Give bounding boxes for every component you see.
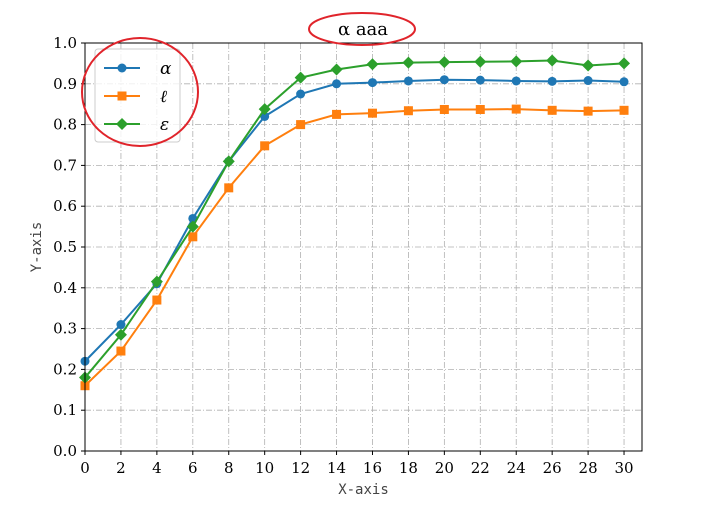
y-tick-label: 1.0 [53, 34, 77, 52]
data-point [367, 108, 377, 118]
data-point [511, 104, 521, 114]
legend-label: ε [160, 115, 169, 135]
data-point [510, 55, 523, 68]
data-point [150, 275, 163, 288]
legend-entry: ℓ [104, 87, 167, 107]
chart-title: α aaa [338, 19, 388, 40]
plot-area-frame [84, 42, 643, 452]
x-tick-label: 14 [327, 459, 346, 477]
data-point [294, 71, 307, 84]
data-point [439, 75, 449, 85]
data-point [188, 232, 198, 242]
title-highlight-ellipse [308, 12, 416, 46]
data-point [546, 54, 559, 67]
y-tick-label: 0.1 [53, 401, 77, 419]
x-tick-label: 8 [224, 459, 234, 477]
data-point [402, 56, 415, 69]
y-tick-label: 0.3 [53, 320, 77, 338]
legend: αℓε [94, 48, 181, 143]
data-point [116, 346, 126, 356]
legend-entry: α [104, 59, 172, 79]
data-point [222, 155, 235, 168]
x-tick-label: 2 [116, 459, 126, 477]
data-point [619, 105, 629, 115]
legend-highlight-ellipse [81, 37, 199, 147]
data-point [152, 295, 162, 305]
data-point [403, 76, 413, 86]
y-tick-label: 0.6 [53, 197, 77, 215]
data-point [296, 120, 306, 130]
data-point [330, 63, 343, 76]
data-point [582, 59, 595, 72]
x-tick-label: 20 [435, 459, 454, 477]
x-tick-label: 24 [507, 459, 526, 477]
data-point [438, 56, 451, 69]
axis-ticks: 0 2 4 6 8 10 12 14 16 18 20 22 24 26 28 300.00.10.20.30… [53, 34, 633, 477]
x-tick-label: 26 [543, 459, 562, 477]
x-tick-label: 28 [579, 459, 598, 477]
x-tick-label: 6 [188, 459, 198, 477]
data-point [547, 76, 557, 86]
series-1 [80, 104, 629, 391]
x-tick-label: 4 [152, 459, 162, 477]
x-tick-label: 18 [399, 459, 418, 477]
data-point [367, 78, 377, 88]
y-tick-label: 0.2 [53, 360, 77, 378]
x-tick-label: 16 [363, 459, 382, 477]
x-tick-label: 0 [80, 459, 90, 477]
y-tick-label: 0.8 [53, 116, 77, 134]
legend-marker [117, 91, 127, 101]
data-point [439, 105, 449, 115]
legend-label: ℓ [160, 87, 167, 107]
data-point [475, 75, 485, 85]
data-point [260, 141, 270, 151]
x-tick-label: 12 [291, 459, 310, 477]
data-point [366, 58, 379, 71]
data-point [618, 57, 631, 70]
data-point [474, 55, 487, 68]
data-point [258, 103, 271, 116]
data-point [403, 106, 413, 116]
data-point [296, 89, 306, 99]
data-point [114, 328, 127, 341]
legend-entry: ε [104, 115, 169, 135]
data-point [186, 220, 199, 233]
y-tick-label: 0.7 [53, 156, 77, 174]
data-point [547, 105, 557, 115]
y-axis-label: Y-axis [29, 222, 45, 273]
y-tick-label: 0.5 [53, 238, 77, 256]
y-tick-label: 0.9 [53, 75, 77, 93]
series-line [84, 78, 625, 362]
data-point [583, 76, 593, 86]
data-point [475, 105, 485, 115]
data-point [116, 320, 126, 330]
legend-marker [117, 63, 127, 73]
series-line [84, 59, 625, 379]
series-line [84, 108, 625, 387]
data-point [260, 111, 270, 121]
legend-label: α [160, 59, 172, 79]
legend-marker [116, 118, 128, 130]
data-point [332, 109, 342, 119]
data-point [619, 77, 629, 87]
x-tick-label: 22 [471, 459, 490, 477]
x-axis-label: X-axis [338, 482, 389, 498]
data-point [583, 106, 593, 116]
data-point [224, 183, 234, 193]
data-point [511, 76, 521, 86]
y-tick-label: 0.4 [53, 279, 77, 297]
y-tick-label: 0.0 [53, 442, 77, 460]
x-tick-label: 30 [614, 459, 633, 477]
data-point [332, 79, 342, 89]
x-tick-label: 10 [255, 459, 274, 477]
